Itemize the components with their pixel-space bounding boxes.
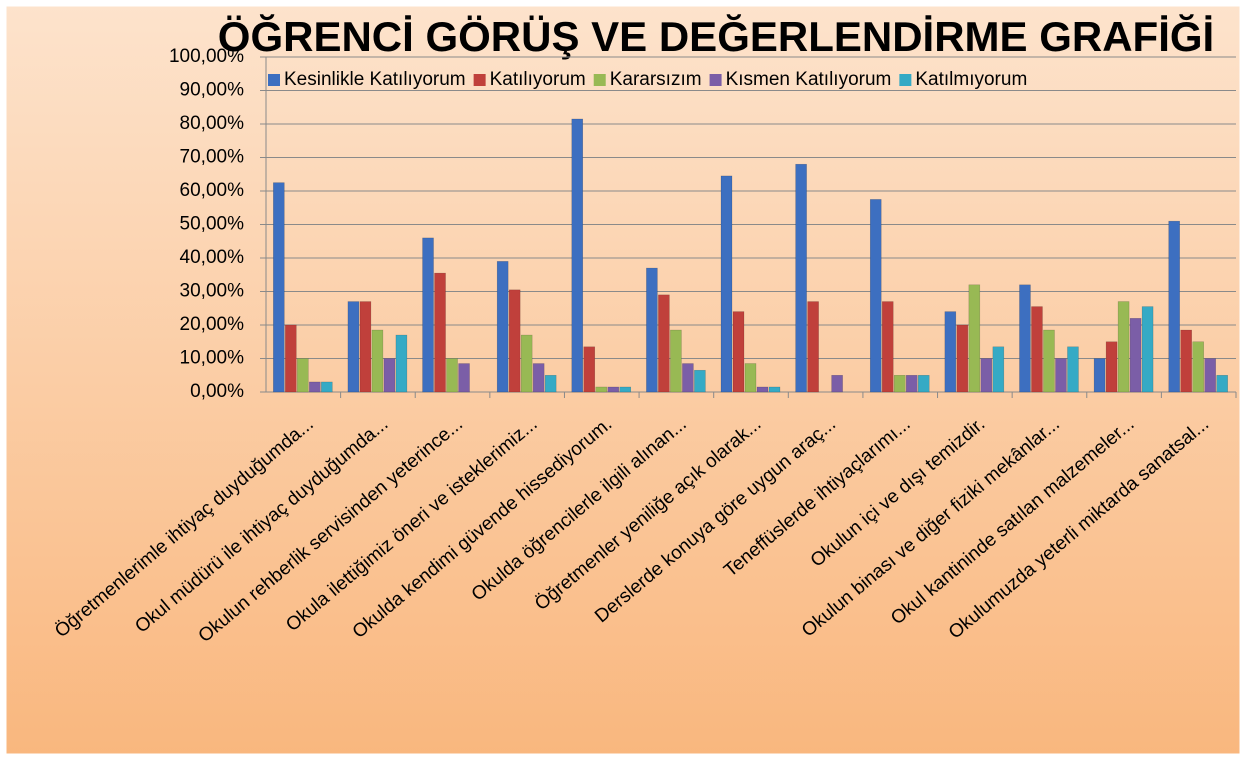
y-tick-label: 50,00% — [180, 214, 245, 235]
bar — [1141, 306, 1154, 393]
bar — [273, 182, 285, 393]
bar — [869, 199, 882, 393]
bar — [732, 311, 745, 393]
y-tick-label: 40,00% — [180, 247, 245, 268]
bar — [1192, 341, 1204, 393]
bar — [881, 301, 894, 393]
y-tick-label: 60,00% — [180, 180, 245, 201]
bar — [532, 363, 545, 393]
legend-swatch — [709, 74, 722, 86]
y-tick-label: 30,00% — [180, 281, 245, 302]
bar — [956, 324, 969, 393]
bar — [446, 358, 458, 393]
y-tick-label: 10,00% — [180, 348, 245, 369]
bar — [619, 386, 632, 393]
bar — [422, 237, 434, 393]
bar — [768, 386, 781, 393]
bar — [297, 358, 309, 393]
bar — [508, 289, 521, 393]
bar — [1129, 318, 1142, 393]
bar — [371, 329, 384, 393]
bar — [321, 381, 333, 393]
bar — [583, 346, 596, 393]
legend-swatch — [268, 74, 280, 86]
y-tick-label: 0,00% — [190, 381, 244, 402]
y-tick-label: 90,00% — [180, 80, 245, 101]
bar — [968, 284, 981, 393]
bar — [1031, 306, 1043, 393]
bar — [1216, 375, 1228, 393]
legend-swatch — [593, 74, 606, 86]
bar — [744, 363, 757, 393]
bar — [756, 386, 769, 393]
bar — [359, 301, 372, 393]
bar — [544, 375, 557, 393]
legend-swatch — [899, 74, 912, 86]
bar — [795, 163, 807, 393]
bar — [670, 329, 682, 393]
legend-label: Katılmıyorum — [915, 69, 1027, 90]
bar — [458, 363, 470, 393]
legend-label: Kararsızım — [610, 69, 702, 90]
bar — [658, 294, 670, 393]
bar — [571, 118, 584, 393]
bar — [905, 375, 918, 393]
legend-swatch — [473, 74, 486, 86]
bar — [520, 334, 533, 393]
bar — [1204, 358, 1216, 393]
bar — [917, 375, 930, 393]
bar — [1105, 341, 1118, 393]
bar — [646, 267, 658, 393]
bar — [893, 375, 906, 393]
bar — [496, 261, 509, 393]
bar — [395, 334, 408, 393]
legend-label: Kısmen Katılıyorum — [726, 69, 892, 90]
legend-label: Katılıyorum — [490, 69, 586, 90]
y-tick-label: 70,00% — [180, 147, 245, 168]
bar — [1019, 284, 1031, 393]
bar — [682, 363, 694, 393]
bar — [595, 386, 608, 393]
legend-label: Kesinlikle Katılıyorum — [284, 69, 466, 90]
bar — [1055, 358, 1067, 393]
bar — [720, 175, 733, 393]
bar — [383, 358, 396, 393]
chart-title: ÖĞRENCİ GÖRÜŞ VE DEĞERLENDİRME GRAFİĞİ — [218, 13, 1214, 60]
bar — [944, 311, 957, 393]
bar — [807, 301, 819, 393]
bar — [607, 386, 620, 393]
bar — [1180, 329, 1192, 393]
bar — [694, 369, 706, 393]
bar — [1117, 301, 1130, 393]
bar — [831, 375, 843, 393]
bar — [309, 381, 321, 393]
bar — [434, 272, 446, 393]
bar — [1093, 358, 1106, 393]
y-tick-label: 20,00% — [180, 314, 245, 335]
bar — [1067, 346, 1079, 393]
bar — [1168, 220, 1180, 393]
bar — [285, 324, 297, 393]
bar — [347, 301, 360, 393]
bar — [992, 346, 1005, 393]
y-tick-label: 80,00% — [180, 113, 245, 134]
y-tick-label: 100,00% — [169, 46, 244, 67]
bar — [1043, 329, 1055, 393]
bar — [980, 358, 993, 393]
